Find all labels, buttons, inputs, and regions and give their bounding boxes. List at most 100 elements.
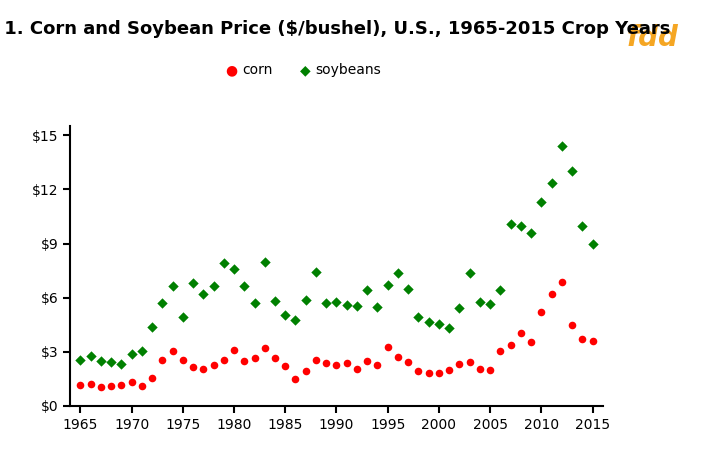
Point — [187, 280, 198, 287]
Point — [229, 346, 240, 354]
Point — [249, 299, 260, 307]
Point — [526, 229, 537, 236]
Point — [362, 357, 373, 364]
Point — [177, 356, 189, 364]
Point — [372, 304, 383, 311]
Point — [382, 344, 393, 351]
Point — [167, 348, 178, 355]
Point — [331, 361, 342, 368]
Point — [393, 354, 404, 361]
Point — [320, 360, 332, 367]
Point — [505, 220, 516, 227]
Point — [444, 325, 455, 332]
Point — [116, 360, 127, 367]
Point — [147, 323, 158, 331]
Point — [311, 356, 322, 364]
Point — [157, 356, 168, 364]
Text: ◆: ◆ — [299, 63, 311, 77]
Point — [536, 198, 547, 206]
Point — [136, 383, 147, 390]
Point — [105, 383, 116, 390]
Point — [95, 357, 107, 364]
Text: ●: ● — [225, 63, 238, 77]
Point — [136, 348, 147, 355]
Point — [280, 362, 291, 369]
Point — [187, 364, 198, 371]
Point — [515, 222, 526, 230]
Point — [566, 168, 578, 175]
Point — [557, 278, 568, 285]
Point — [218, 357, 229, 364]
Point — [444, 367, 455, 374]
Point — [505, 341, 516, 348]
Point — [382, 281, 393, 288]
Point — [372, 362, 383, 369]
Point — [577, 336, 588, 343]
Point — [495, 347, 506, 354]
Point — [566, 322, 578, 329]
Point — [259, 258, 271, 265]
Point — [269, 297, 280, 304]
Point — [464, 270, 475, 277]
Point — [75, 382, 86, 389]
Point — [413, 367, 424, 374]
Point — [433, 320, 444, 327]
Point — [208, 362, 219, 369]
Point — [341, 302, 353, 309]
Text: Figure 1. Corn and Soybean Price ($/bushel), U.S., 1965-2015 Crop Years: Figure 1. Corn and Soybean Price ($/bush… — [0, 20, 670, 38]
Point — [177, 313, 189, 321]
Point — [423, 319, 435, 326]
Point — [341, 359, 353, 367]
Point — [526, 338, 537, 345]
Point — [495, 286, 506, 294]
Point — [238, 357, 250, 364]
Point — [85, 353, 96, 360]
Point — [249, 354, 260, 361]
Point — [290, 316, 301, 323]
Text: corn: corn — [242, 63, 272, 77]
Point — [433, 369, 444, 376]
Point — [454, 360, 465, 368]
Point — [85, 380, 96, 387]
Point — [475, 299, 486, 306]
Point — [331, 299, 342, 306]
Point — [413, 313, 424, 321]
Point — [546, 290, 557, 297]
Point — [269, 355, 280, 362]
Text: fdd: fdd — [626, 24, 679, 52]
Point — [116, 382, 127, 389]
Point — [484, 300, 496, 308]
Point — [475, 365, 486, 373]
Point — [393, 270, 404, 277]
Point — [454, 304, 465, 311]
Point — [126, 378, 137, 386]
Point — [423, 369, 435, 377]
Point — [402, 285, 414, 293]
Point — [300, 367, 311, 374]
Point — [208, 282, 219, 290]
Point — [311, 268, 322, 276]
Point — [587, 337, 598, 345]
Point — [290, 375, 301, 382]
Point — [351, 365, 362, 372]
Point — [464, 359, 475, 366]
Point — [75, 356, 86, 364]
Text: soybeans: soybeans — [315, 63, 381, 77]
Point — [484, 366, 496, 373]
Point — [280, 311, 291, 318]
Point — [320, 299, 332, 307]
Point — [546, 179, 557, 186]
Point — [157, 300, 168, 307]
Point — [351, 302, 362, 309]
Point — [557, 143, 568, 150]
Point — [515, 329, 526, 336]
Point — [198, 366, 209, 373]
Point — [105, 359, 116, 366]
Point — [300, 296, 311, 304]
Point — [147, 374, 158, 381]
Point — [259, 345, 271, 352]
Point — [167, 282, 178, 290]
Point — [402, 359, 414, 366]
Point — [238, 282, 250, 289]
Point — [229, 266, 240, 273]
